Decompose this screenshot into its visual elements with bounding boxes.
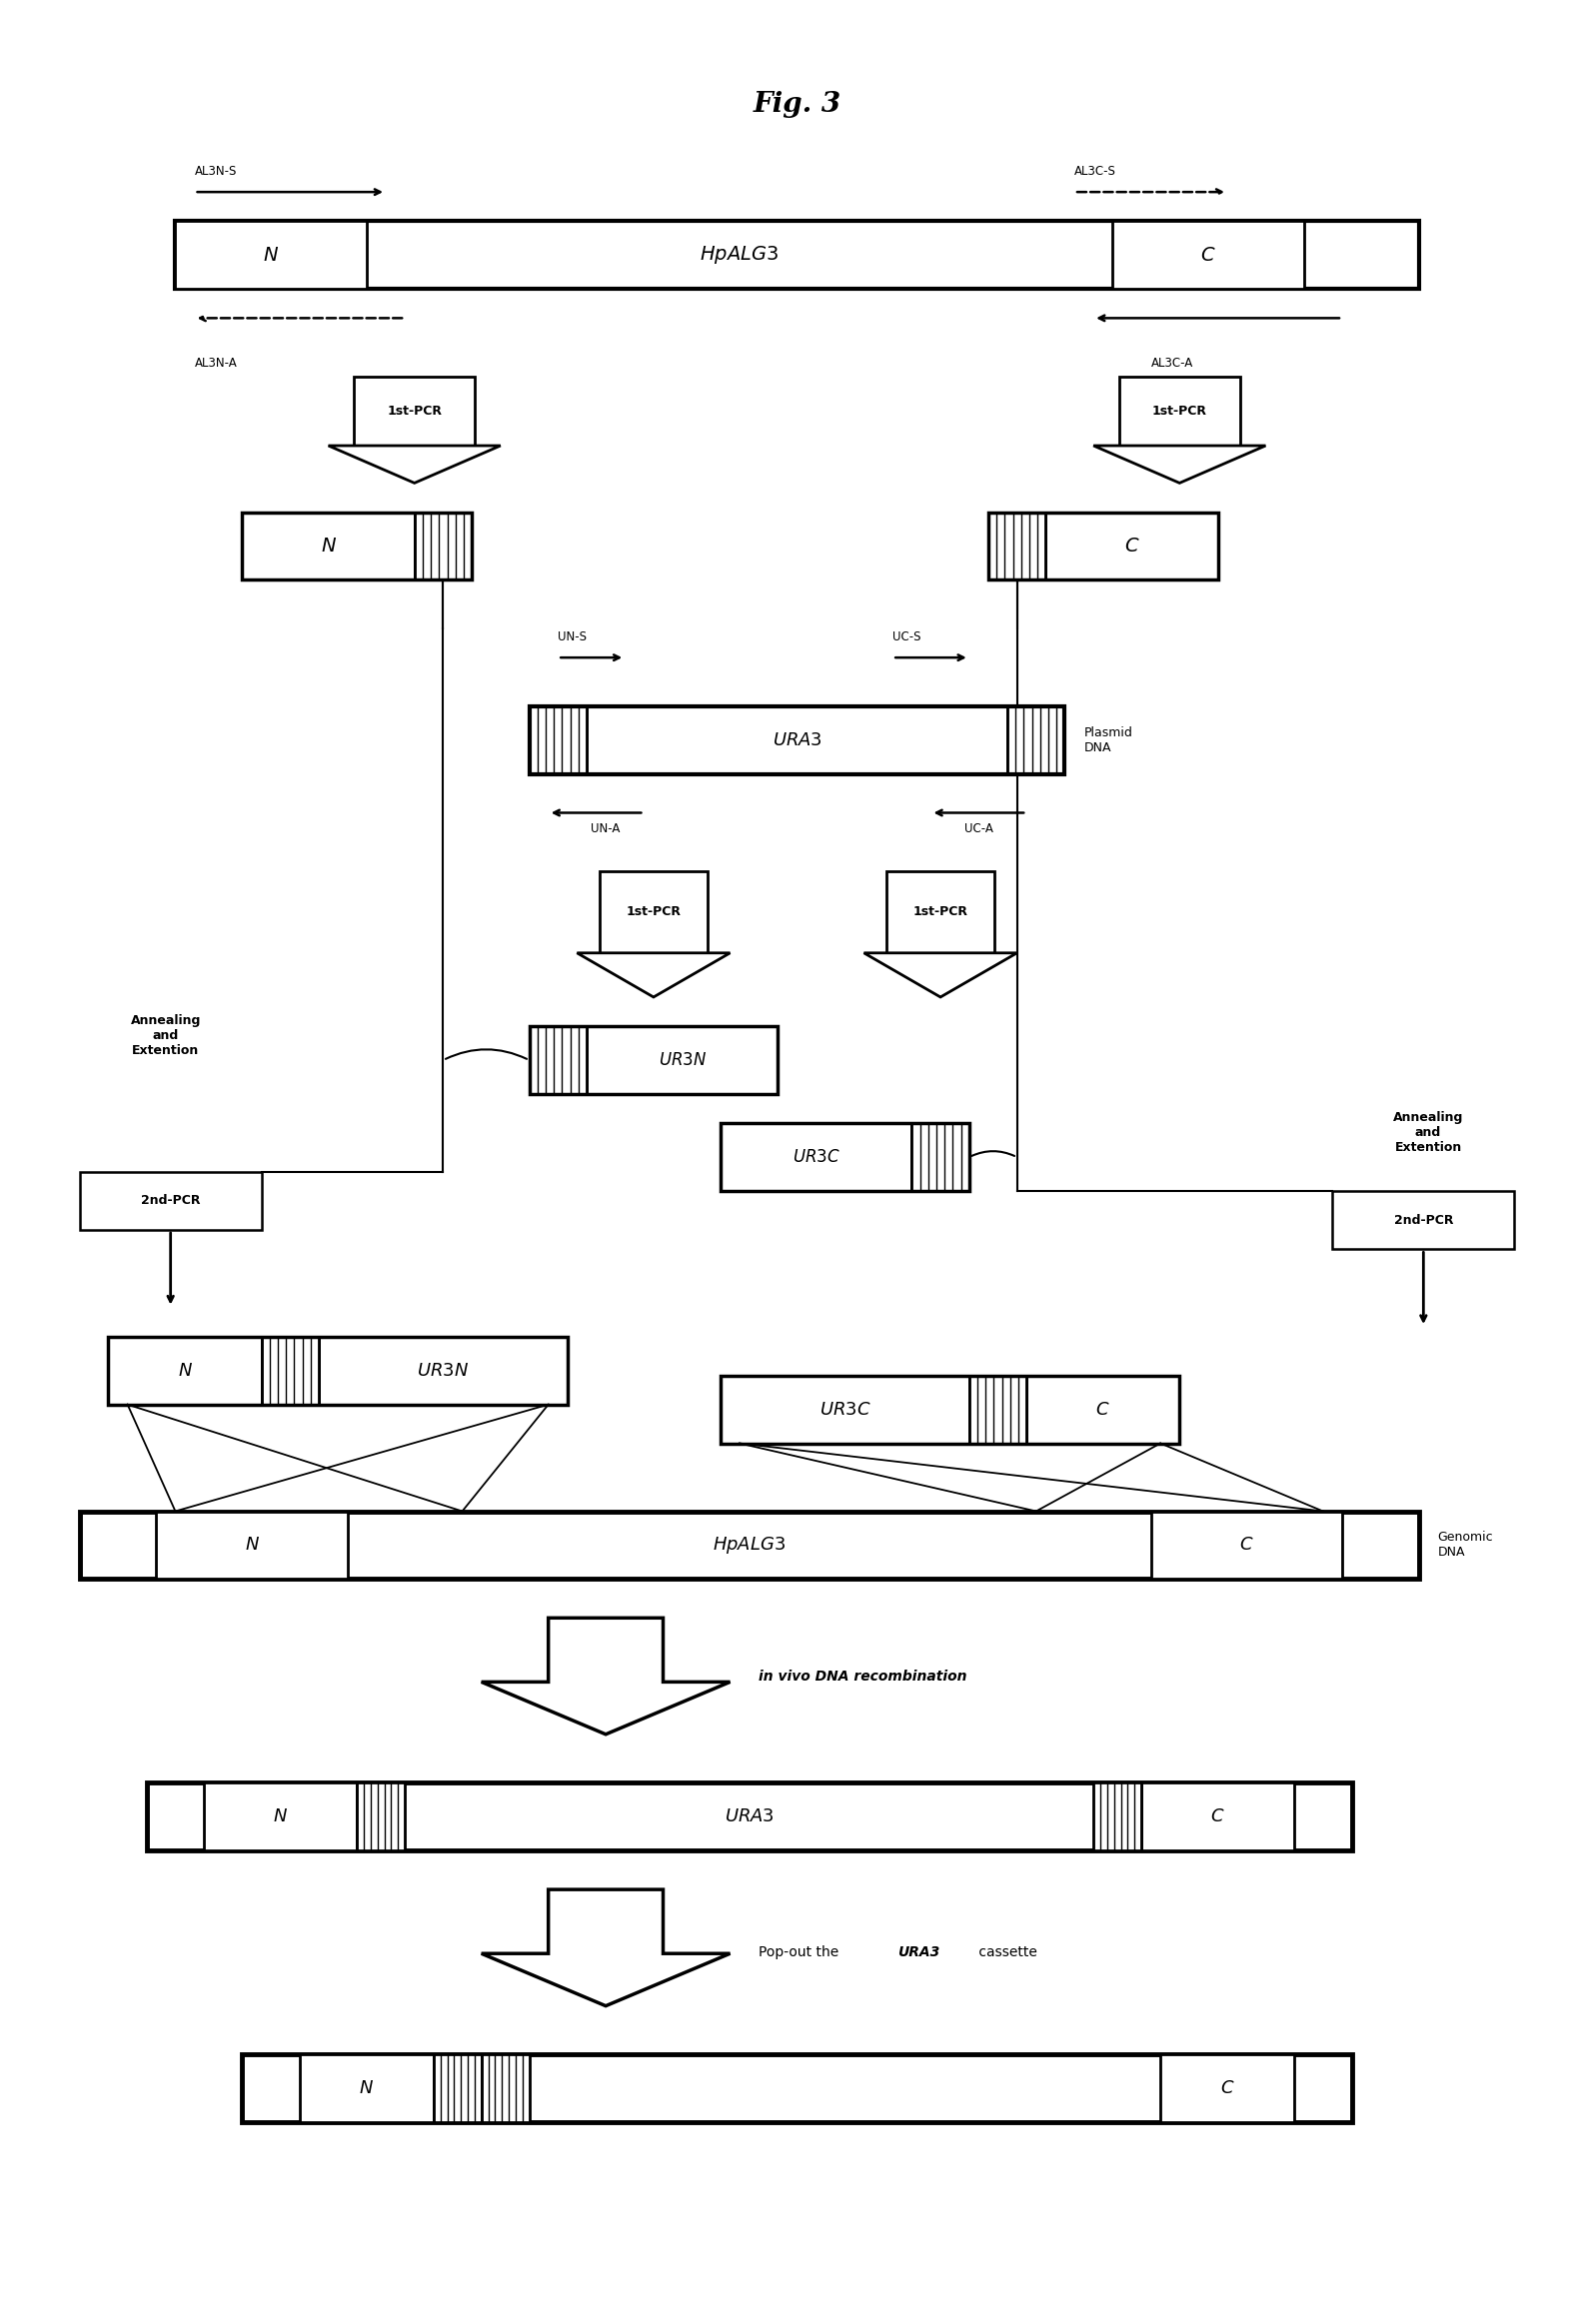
Bar: [80, 1171, 261, 1229]
Text: $N$: $N$: [263, 246, 279, 265]
Bar: [969, 1376, 1027, 1443]
Bar: [529, 1027, 587, 1095]
Bar: [242, 511, 472, 581]
Bar: [1151, 1511, 1342, 1578]
Bar: [204, 1783, 357, 1850]
Text: URA3: URA3: [897, 1945, 939, 1959]
Bar: [720, 1376, 969, 1443]
Text: $UR3C$: $UR3C$: [792, 1148, 840, 1167]
Bar: [1027, 1376, 1180, 1443]
Text: 2nd-PCR: 2nd-PCR: [1393, 1213, 1454, 1227]
Text: 1st-PCR: 1st-PCR: [626, 906, 681, 918]
Bar: [147, 1783, 1352, 1850]
Text: 1st-PCR: 1st-PCR: [1152, 404, 1207, 418]
Text: AL3N-A: AL3N-A: [194, 358, 238, 370]
Text: Annealing
and
Extention: Annealing and Extention: [1393, 1111, 1463, 1155]
Bar: [242, 511, 414, 581]
Text: AL3C-S: AL3C-S: [1074, 165, 1116, 177]
Text: $N$: $N$: [273, 1808, 289, 1827]
Bar: [1007, 706, 1065, 774]
Bar: [599, 872, 708, 953]
Polygon shape: [864, 953, 1017, 997]
Bar: [1141, 1783, 1294, 1850]
Text: $C$: $C$: [1200, 246, 1216, 265]
Bar: [1113, 221, 1304, 288]
Bar: [319, 1336, 567, 1404]
Bar: [434, 2054, 481, 2122]
Bar: [156, 1511, 347, 1578]
Text: $N$: $N$: [177, 1362, 193, 1380]
Text: 1st-PCR: 1st-PCR: [387, 404, 442, 418]
Polygon shape: [481, 1889, 730, 2006]
Text: $UR3N$: $UR3N$: [418, 1362, 469, 1380]
Text: UN-A: UN-A: [591, 823, 620, 837]
Polygon shape: [481, 1618, 730, 1734]
Bar: [1160, 2054, 1294, 2122]
Text: Genomic
DNA: Genomic DNA: [1438, 1532, 1494, 1559]
Text: UN-S: UN-S: [558, 630, 587, 644]
Text: Plasmid
DNA: Plasmid DNA: [1084, 725, 1133, 753]
Text: $HpALG3$: $HpALG3$: [700, 244, 779, 265]
Polygon shape: [1093, 446, 1266, 483]
Text: $UR3N$: $UR3N$: [658, 1050, 706, 1069]
Bar: [354, 376, 475, 446]
Bar: [720, 1122, 912, 1192]
Text: UC-A: UC-A: [964, 823, 993, 837]
Bar: [529, 706, 587, 774]
Bar: [587, 1027, 778, 1095]
Bar: [988, 511, 1218, 581]
Bar: [1093, 1783, 1141, 1850]
Text: $C$: $C$: [1095, 1401, 1111, 1418]
Polygon shape: [577, 953, 730, 997]
Text: $HpALG3$: $HpALG3$: [713, 1534, 786, 1555]
Bar: [912, 1122, 969, 1192]
Text: Fig. 3: Fig. 3: [752, 91, 842, 119]
Bar: [720, 1376, 1180, 1443]
Text: in vivo DNA recombination: in vivo DNA recombination: [759, 1669, 968, 1683]
Text: 1st-PCR: 1st-PCR: [913, 906, 968, 918]
Bar: [175, 221, 1419, 288]
Bar: [242, 2054, 1352, 2122]
Text: $URA3$: $URA3$: [771, 732, 823, 748]
Text: Pop-out the: Pop-out the: [759, 1945, 843, 1959]
Text: $C$: $C$: [1239, 1536, 1254, 1555]
Text: $N$: $N$: [244, 1536, 260, 1555]
Text: $UR3C$: $UR3C$: [819, 1401, 870, 1418]
Text: $N$: $N$: [359, 2080, 375, 2096]
Text: AL3C-A: AL3C-A: [1151, 358, 1192, 370]
Bar: [529, 706, 1065, 774]
Polygon shape: [328, 446, 501, 483]
Bar: [1119, 376, 1240, 446]
Text: $N$: $N$: [320, 537, 336, 555]
Bar: [261, 1336, 319, 1404]
Bar: [988, 511, 1046, 581]
Bar: [414, 511, 472, 581]
Bar: [175, 221, 367, 288]
Bar: [529, 1027, 778, 1095]
Text: $C$: $C$: [1210, 1808, 1226, 1827]
Text: 2nd-PCR: 2nd-PCR: [140, 1195, 201, 1206]
Text: AL3N-S: AL3N-S: [194, 165, 238, 177]
Text: $URA3$: $URA3$: [724, 1808, 775, 1827]
Bar: [300, 2054, 434, 2122]
Text: Annealing
and
Extention: Annealing and Extention: [131, 1013, 201, 1057]
Text: $C$: $C$: [1124, 537, 1140, 555]
Bar: [720, 1122, 969, 1192]
Bar: [886, 872, 995, 953]
Bar: [108, 1336, 261, 1404]
Bar: [481, 2054, 529, 2122]
Bar: [1333, 1192, 1514, 1250]
Text: $C$: $C$: [1219, 2080, 1235, 2096]
Bar: [80, 1511, 1419, 1578]
Bar: [108, 1336, 567, 1404]
Bar: [1046, 511, 1218, 581]
Text: UC-S: UC-S: [893, 630, 921, 644]
Text: cassette: cassette: [974, 1945, 1036, 1959]
Bar: [587, 706, 1007, 774]
Bar: [357, 1783, 405, 1850]
